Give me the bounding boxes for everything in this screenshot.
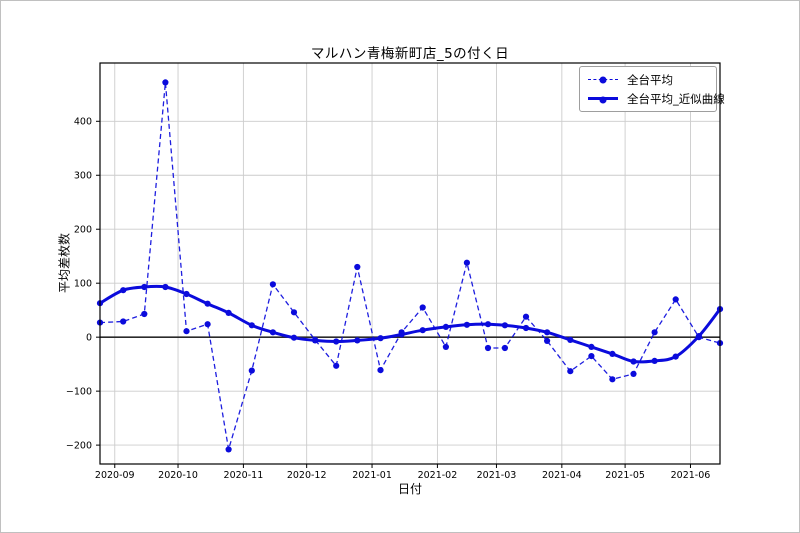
x-tick-label: 2020-09 bbox=[95, 470, 135, 481]
y-tick-label: 400 bbox=[74, 117, 92, 128]
y-tick-label: 100 bbox=[74, 278, 92, 289]
data-point-marker bbox=[354, 263, 361, 271]
data-point-marker bbox=[290, 309, 298, 316]
y-tick-label: 0 bbox=[86, 332, 92, 343]
data-point-marker bbox=[225, 446, 232, 453]
x-tick-label: 2021-01 bbox=[352, 470, 392, 481]
data-point-marker bbox=[522, 313, 530, 320]
data-point-marker bbox=[354, 337, 361, 344]
data-point-marker bbox=[630, 370, 637, 377]
data-point-marker bbox=[248, 367, 255, 374]
data-point-marker bbox=[120, 318, 127, 325]
data-point-marker bbox=[567, 368, 574, 375]
data-point-marker bbox=[522, 324, 530, 332]
data-point-marker bbox=[183, 290, 190, 298]
data-point-marker bbox=[398, 331, 405, 338]
data-point-marker bbox=[609, 350, 616, 357]
data-point-marker bbox=[651, 357, 658, 364]
legend-dashed-line-icon bbox=[588, 76, 618, 84]
data-point-marker bbox=[484, 344, 492, 352]
data-point-marker bbox=[630, 358, 637, 365]
data-point-marker bbox=[442, 323, 449, 330]
data-point-marker bbox=[312, 337, 319, 344]
x-tick-label: 2021-06 bbox=[671, 470, 711, 481]
data-point-marker bbox=[484, 321, 492, 328]
legend-marker-dot-icon bbox=[599, 96, 607, 104]
legend-solid-line-icon bbox=[588, 96, 618, 104]
legend-label: 全台平均_近似曲線 bbox=[627, 91, 725, 106]
data-point-marker bbox=[290, 334, 298, 341]
data-point-marker bbox=[377, 367, 384, 374]
data-point-marker bbox=[419, 304, 426, 311]
data-point-marker bbox=[377, 335, 384, 342]
x-tick-label: 2021-04 bbox=[542, 470, 582, 481]
series-line-solid bbox=[98, 284, 722, 364]
legend-item: 全台平均 bbox=[588, 72, 707, 87]
y-tick-label: 200 bbox=[74, 225, 92, 236]
data-point-marker bbox=[333, 362, 340, 369]
data-point-marker bbox=[501, 344, 508, 352]
data-point-marker bbox=[609, 376, 616, 383]
legend-item: 全台平均_近似曲線 bbox=[588, 92, 725, 106]
x-tick-label: 2020-11 bbox=[224, 470, 264, 481]
data-point-marker bbox=[567, 336, 574, 343]
chart-title: マルハン青梅新町店_5の付く日 bbox=[310, 46, 510, 62]
data-point-marker bbox=[651, 329, 658, 336]
data-point-marker bbox=[269, 281, 276, 288]
data-point-marker bbox=[269, 329, 276, 336]
data-point-marker bbox=[419, 327, 426, 334]
legend-marker-dot-icon bbox=[599, 76, 607, 84]
data-point-marker bbox=[248, 322, 255, 329]
x-tick-label: 2021-02 bbox=[418, 470, 458, 481]
data-point-marker bbox=[672, 353, 679, 360]
x-tick-label: 2021-03 bbox=[477, 470, 517, 481]
data-point-marker bbox=[225, 309, 232, 316]
data-point-marker bbox=[501, 322, 508, 329]
data-point-marker bbox=[463, 321, 470, 328]
data-point-marker bbox=[544, 337, 551, 344]
data-point-marker bbox=[141, 283, 148, 291]
data-point-marker bbox=[544, 329, 551, 336]
data-point-marker bbox=[141, 310, 148, 318]
data-point-marker bbox=[204, 321, 211, 328]
data-point-marker bbox=[588, 343, 595, 350]
series-line-dashed bbox=[99, 82, 721, 450]
legend-label: 全台平均 bbox=[627, 72, 673, 87]
data-point-marker bbox=[333, 338, 340, 345]
data-point-marker bbox=[162, 283, 169, 291]
data-point-marker bbox=[588, 353, 595, 360]
data-point-marker bbox=[162, 79, 169, 86]
data-point-marker bbox=[120, 287, 127, 294]
data-point-marker bbox=[183, 328, 190, 335]
data-point-marker bbox=[463, 259, 470, 266]
legend: 全台平均全台平均_近似曲線 bbox=[579, 66, 725, 112]
x-axis-label: 日付 bbox=[397, 482, 423, 496]
x-tick-label: 2020-12 bbox=[287, 470, 327, 481]
y-axis-label: 平均差枚数 bbox=[57, 232, 72, 294]
data-point-marker bbox=[672, 296, 679, 303]
y-tick-label: 300 bbox=[74, 171, 92, 182]
x-tick-label: 2020-10 bbox=[158, 470, 198, 481]
data-point-marker bbox=[442, 343, 449, 350]
y-tick-label: −200 bbox=[66, 440, 92, 451]
x-tick-label: 2021-05 bbox=[605, 470, 645, 481]
plot-border bbox=[99, 62, 721, 465]
data-point-marker bbox=[204, 300, 211, 307]
data-point-marker bbox=[695, 333, 703, 340]
y-tick-label: −100 bbox=[66, 386, 92, 397]
